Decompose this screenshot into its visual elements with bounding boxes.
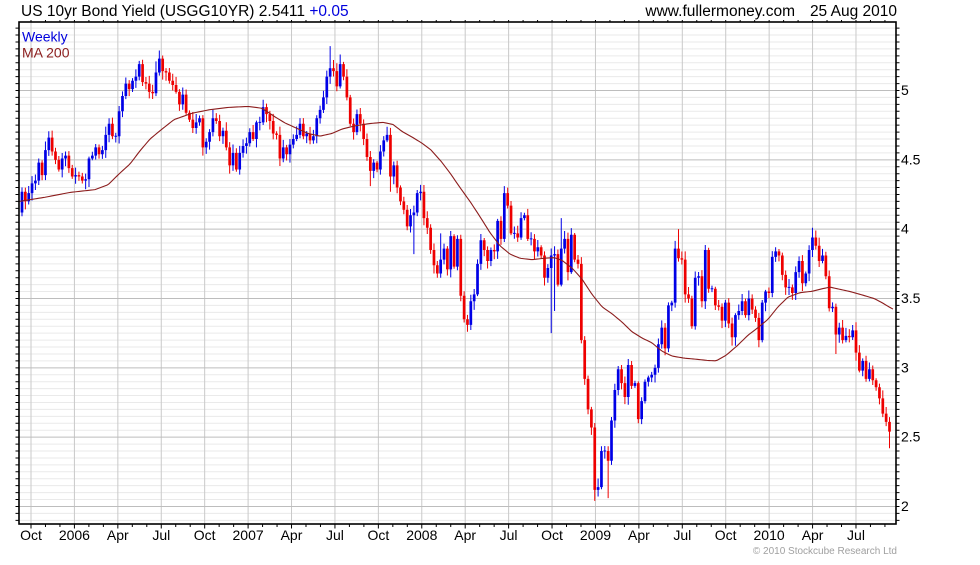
svg-text:Oct: Oct [715,527,737,543]
svg-text:Apr: Apr [802,527,824,543]
svg-text:2006: 2006 [59,527,90,543]
svg-text:Oct: Oct [368,527,390,543]
svg-text:Oct: Oct [20,527,42,543]
svg-text:2008: 2008 [406,527,437,543]
svg-text:Oct: Oct [541,527,563,543]
svg-text:Apr: Apr [281,527,303,543]
svg-text:Weekly: Weekly [22,29,68,45]
svg-text:3.5: 3.5 [901,290,921,306]
svg-text:© 2010 Stockcube Research Ltd: © 2010 Stockcube Research Ltd [753,546,897,557]
svg-text:Oct: Oct [194,527,216,543]
svg-text:4.5: 4.5 [901,151,921,167]
svg-text:2: 2 [901,498,909,514]
svg-text:3: 3 [901,359,909,375]
svg-text:Jul: Jul [152,527,170,543]
svg-text:Apr: Apr [107,527,129,543]
svg-text:2009: 2009 [580,527,611,543]
svg-text:Jul: Jul [326,527,344,543]
svg-text:Jul: Jul [500,527,518,543]
svg-text:2010: 2010 [754,527,785,543]
svg-text:5: 5 [901,82,909,98]
svg-text:MA 200: MA 200 [22,45,70,61]
svg-text:2.5: 2.5 [901,429,921,445]
svg-text:www.fullermoney.com: www.fullermoney.com [644,3,795,20]
svg-text:Apr: Apr [454,527,476,543]
svg-text:2007: 2007 [233,527,264,543]
svg-text:US 10yr Bond Yield (USGG10YR): US 10yr Bond Yield (USGG10YR) 2.5411 +0.… [21,3,349,20]
svg-text:Jul: Jul [673,527,691,543]
svg-text:Jul: Jul [847,527,865,543]
svg-text:4: 4 [901,221,909,237]
svg-text:Apr: Apr [628,527,650,543]
svg-text:25 Aug 2010: 25 Aug 2010 [810,3,897,20]
